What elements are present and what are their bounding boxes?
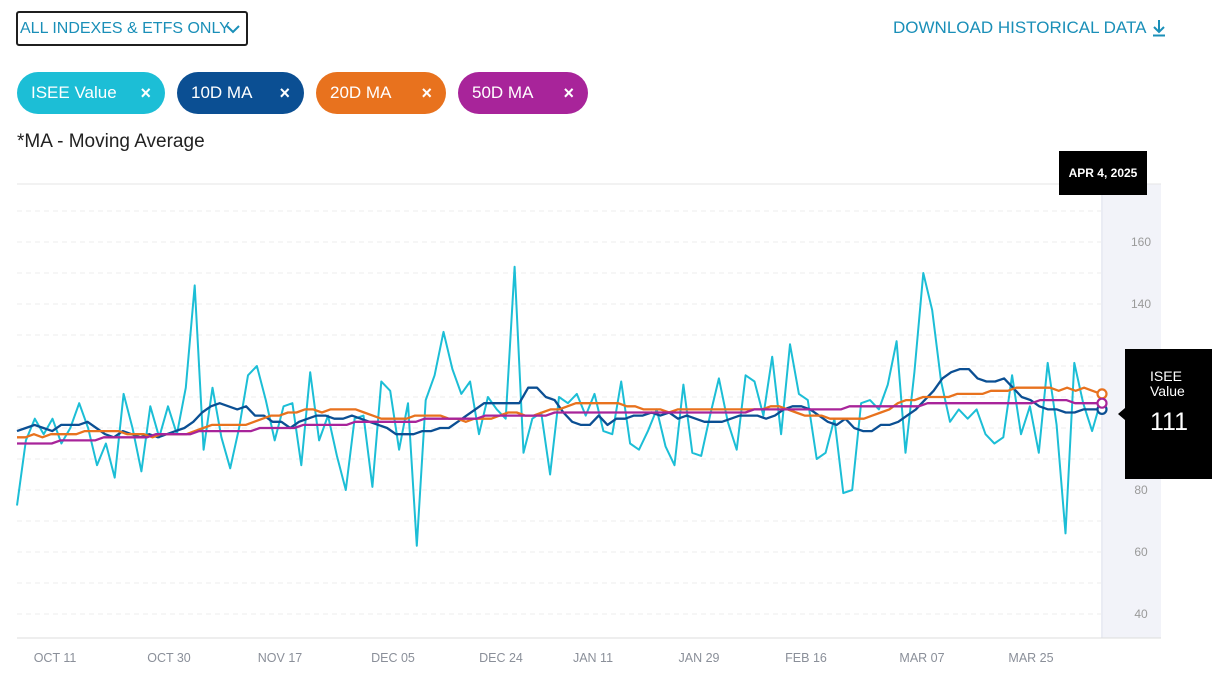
hover-tooltip: ISEE Value 111 [1125,349,1212,479]
x-tick-label: FEB 16 [785,651,827,665]
x-tick-label: OCT 11 [34,651,77,665]
series-line-50d-ma [17,398,1101,445]
x-tick-label: MAR 25 [1008,651,1053,665]
series-line-isee-value [16,265,1102,547]
hover-marker-50d-ma [1096,397,1108,409]
close-icon[interactable]: × [279,82,290,103]
tooltip-value: 111 [1150,408,1189,436]
x-tick-label: NOV 17 [258,651,303,665]
close-icon[interactable]: × [563,82,574,103]
hover-date-label: APR 4, 2025 [1059,151,1147,195]
y-tick-label: 80 [1134,483,1148,497]
chip-label: 50D MA [472,83,534,102]
chip-10d-ma[interactable]: 10D MA × [177,72,304,114]
x-tick-label: OCT 30 [147,651,191,665]
hover-marker-20d-ma [1096,388,1108,400]
x-tick-label: DEC 05 [371,651,415,665]
chip-label: 10D MA [191,83,253,102]
chip-isee-value[interactable]: ISEE Value × [17,72,165,114]
x-tick-label: DEC 24 [479,651,523,665]
tooltip-arrow [1118,408,1125,420]
moving-average-note: *MA - Moving Average [17,131,205,152]
chip-label: 20D MA [330,83,392,102]
download-icon [1153,20,1166,37]
y-tick-label: 140 [1131,297,1151,311]
y-tick-label: 60 [1134,545,1148,559]
chevron-down-icon [226,25,240,34]
index-filter-dropdown[interactable]: ALL INDEXES & ETFS ONLY [16,11,248,46]
download-label: DOWNLOAD HISTORICAL DATA [893,18,1147,37]
chip-20d-ma[interactable]: 20D MA × [316,72,446,114]
chip-label: ISEE Value [31,83,117,102]
y-tick-label: 160 [1131,235,1151,249]
download-historical-data-link[interactable]: DOWNLOAD HISTORICAL DATA [893,18,1166,38]
close-icon[interactable]: × [421,82,432,103]
x-tick-label: MAR 07 [899,651,944,665]
tooltip-series-label: ISEE Value [1150,368,1185,399]
y-tick-label: 40 [1134,607,1148,621]
x-tick-label: JAN 11 [573,651,613,665]
index-filter-label: ALL INDEXES & ETFS ONLY [20,19,230,37]
x-tick-label: JAN 29 [679,651,720,665]
series-line-20d-ma [17,386,1102,439]
chip-50d-ma[interactable]: 50D MA × [458,72,588,114]
series-chips: ISEE Value × 10D MA × 20D MA × 50D MA × [17,72,588,114]
close-icon[interactable]: × [140,82,151,103]
